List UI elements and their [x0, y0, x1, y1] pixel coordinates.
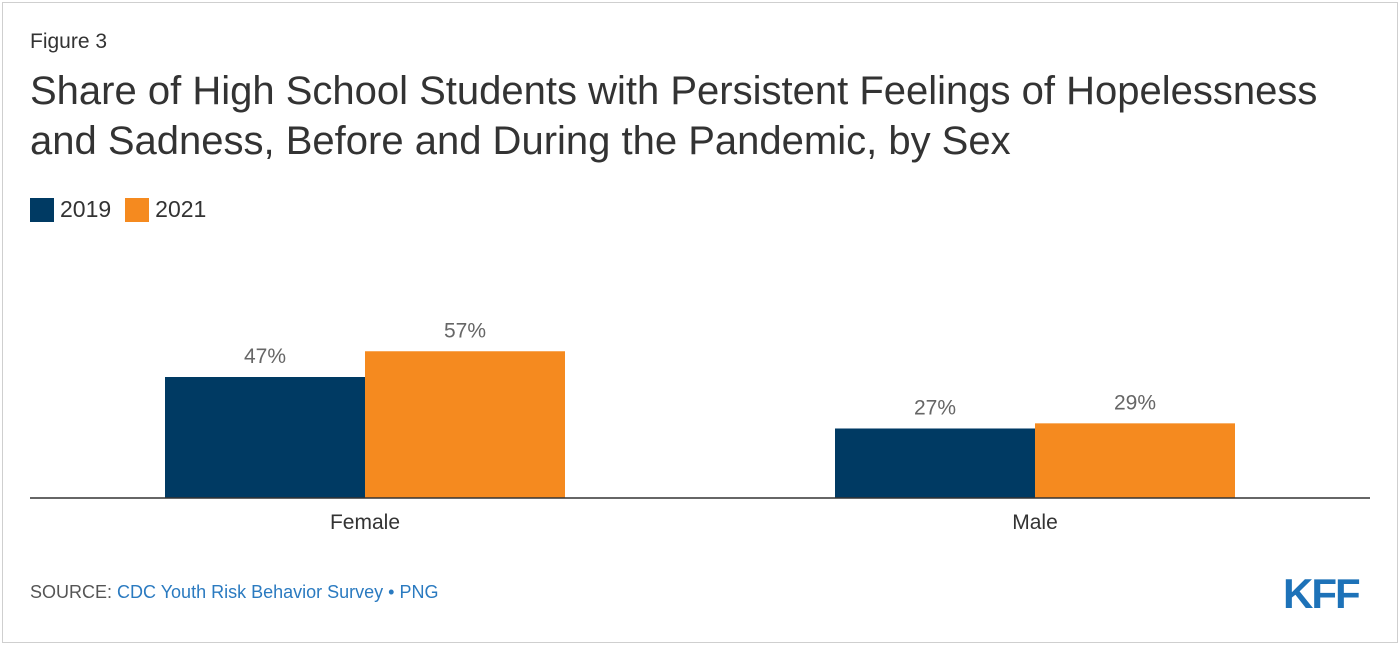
bar-female-2021 [365, 351, 565, 498]
source-link[interactable]: CDC Youth Risk Behavior Survey [117, 582, 384, 602]
x-tick-label-male: Male [1012, 511, 1058, 534]
chart-title: Share of High School Students with Persi… [30, 69, 1318, 163]
bar-female-2019 [165, 377, 365, 498]
data-label-female-2019: 47% [244, 345, 286, 368]
bar-male-2019 [835, 428, 1035, 498]
source-line: SOURCE: CDC Youth Risk Behavior Survey •… [30, 582, 438, 603]
legend: 2019 2021 [30, 196, 220, 223]
data-label-female-2021: 57% [444, 319, 486, 342]
legend-item-2021: 2021 [125, 196, 206, 223]
source-prefix: SOURCE: [30, 582, 118, 602]
source-separator: • [383, 582, 400, 602]
png-download-link[interactable]: PNG [399, 582, 439, 602]
bar-male-2021 [1035, 423, 1235, 498]
data-label-male-2021: 29% [1114, 391, 1156, 414]
legend-label-2021: 2021 [155, 196, 207, 222]
legend-swatch-2019 [30, 197, 54, 222]
legend-item-2019: 2019 [30, 196, 111, 223]
figure-label: Figure 3 [30, 30, 108, 53]
data-label-male-2019: 27% [914, 396, 956, 419]
x-tick-label-female: Female [330, 511, 400, 534]
kff-logo: KFF [1283, 570, 1361, 617]
legend-label-2019: 2019 [60, 196, 112, 222]
legend-swatch-2021 [125, 197, 150, 222]
